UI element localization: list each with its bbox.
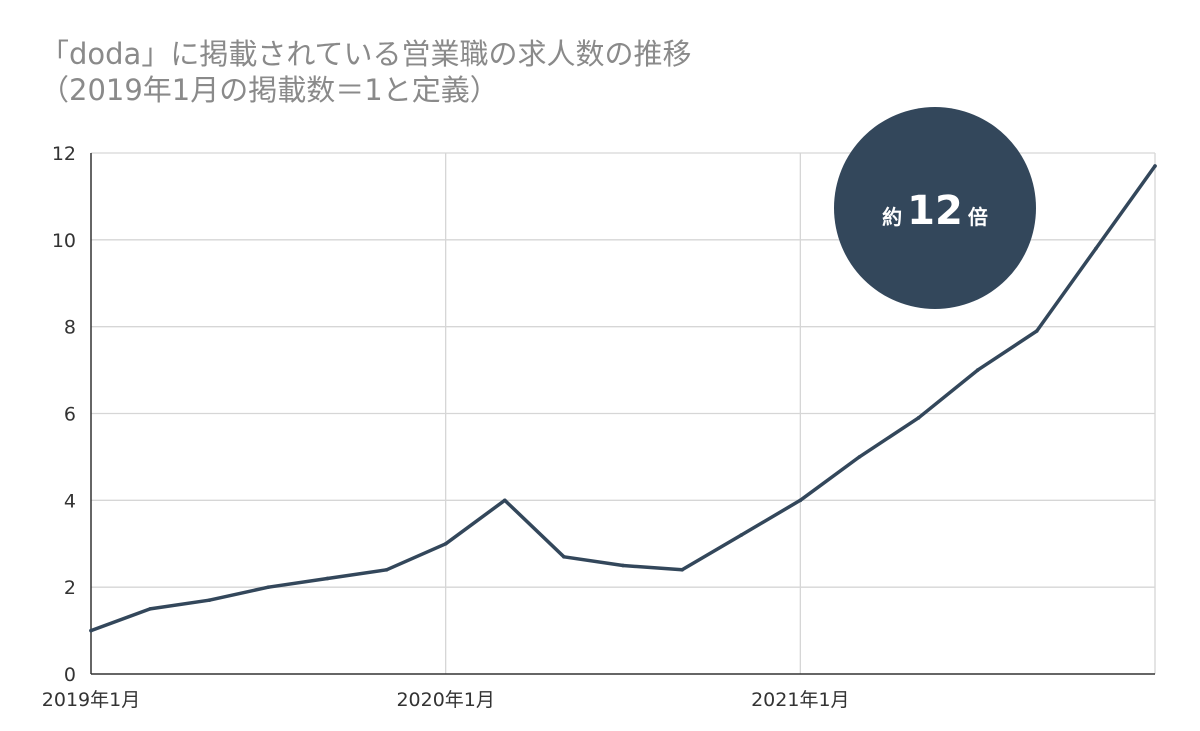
y-tick-label-12: 12 — [52, 143, 76, 165]
data-point — [916, 416, 921, 420]
data-point — [89, 628, 93, 633]
annotation-badge-text: 約 12 倍 — [882, 188, 988, 234]
data-point — [975, 368, 980, 372]
chart-subtitle: （2019年1月の掲載数＝1と定義） — [40, 73, 499, 107]
y-tick-label-10: 10 — [52, 230, 76, 252]
data-point — [621, 563, 625, 568]
data-point — [739, 533, 744, 537]
series-layer — [89, 164, 1157, 633]
data-point — [502, 498, 507, 503]
data-point — [1034, 329, 1039, 333]
annotation-prefix: 約 — [882, 205, 902, 229]
data-point — [680, 568, 684, 572]
axis-layer: 0 2 4 6 8 10 12 2019年1月 2020年1月 2021年1月 — [42, 143, 1155, 711]
x-tick-label-2: 2021年1月 — [751, 689, 849, 711]
data-point — [1153, 164, 1157, 168]
annotation-badge: 約 12 倍 — [834, 107, 1036, 309]
x-tick-label-0: 2019年1月 — [42, 689, 140, 711]
data-point — [857, 455, 862, 459]
y-tick-label-0: 0 — [64, 664, 76, 686]
annotation-suffix: 倍 — [968, 205, 988, 229]
y-tick-label-4: 4 — [64, 490, 76, 512]
data-point — [266, 585, 271, 589]
annotation-badge-circle — [834, 107, 1036, 309]
data-point — [443, 541, 448, 546]
chart-title: 「doda」に掲載されている営業職の求人数の推移 — [40, 37, 692, 71]
data-point — [207, 598, 212, 602]
annotation-number: 12 — [907, 188, 963, 234]
y-tick-label-8: 8 — [64, 317, 76, 339]
data-point — [148, 607, 152, 611]
data-point — [562, 554, 566, 559]
data-point — [384, 568, 389, 572]
data-point — [325, 576, 330, 581]
chart-title-block: 「doda」に掲載されている営業職の求人数の推移 （2019年1月の掲載数＝1と… — [40, 36, 691, 108]
data-point — [1094, 246, 1098, 251]
data-point — [798, 498, 803, 503]
y-tick-label-2: 2 — [64, 577, 76, 599]
y-tick-label-6: 6 — [64, 404, 76, 426]
x-tick-label-1: 2020年1月 — [396, 689, 494, 711]
